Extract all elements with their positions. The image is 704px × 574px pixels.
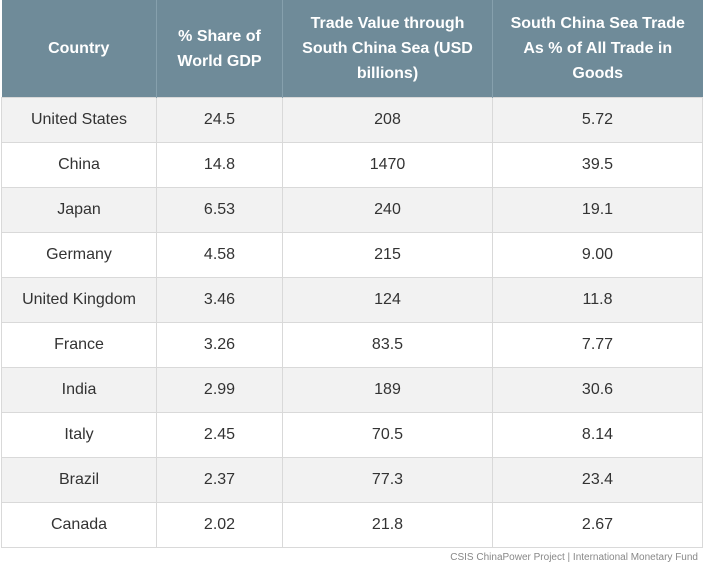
cell-trade-percent: 5.72 [492, 97, 703, 143]
cell-trade-percent: 2.67 [492, 502, 703, 548]
header-country: Country [1, 0, 157, 98]
cell-trade-percent: 39.5 [492, 142, 703, 188]
cell-trade-percent: 8.14 [492, 412, 703, 458]
table-row: Japan 6.53 240 19.1 [1, 187, 703, 233]
cell-trade-value: 1470 [282, 142, 493, 188]
cell-trade-value: 240 [282, 187, 493, 233]
table-row: India 2.99 189 30.6 [1, 367, 703, 413]
cell-trade-percent: 30.6 [492, 367, 703, 413]
table-row: Canada 2.02 21.8 2.67 [1, 502, 703, 548]
cell-country: China [1, 142, 157, 188]
cell-trade-value: 189 [282, 367, 493, 413]
cell-gdp-share: 2.45 [156, 412, 283, 458]
cell-country: France [1, 322, 157, 368]
cell-trade-percent: 7.77 [492, 322, 703, 368]
cell-gdp-share: 2.37 [156, 457, 283, 503]
cell-country: Brazil [1, 457, 157, 503]
header-gdp-share: % Share of World GDP [156, 0, 283, 98]
cell-trade-value: 83.5 [282, 322, 493, 368]
cell-country: Germany [1, 232, 157, 278]
cell-country: United States [1, 97, 157, 143]
cell-trade-value: 124 [282, 277, 493, 323]
table-row: Italy 2.45 70.5 8.14 [1, 412, 703, 458]
header-trade-value: Trade Value through South China Sea (USD… [282, 0, 493, 98]
cell-trade-percent: 9.00 [492, 232, 703, 278]
cell-country: Italy [1, 412, 157, 458]
cell-trade-percent: 23.4 [492, 457, 703, 503]
cell-gdp-share: 3.26 [156, 322, 283, 368]
cell-country: Canada [1, 502, 157, 548]
trade-table-container: Country % Share of World GDP Trade Value… [1, 0, 703, 548]
cell-trade-value: 208 [282, 97, 493, 143]
table-row: United Kingdom 3.46 124 11.8 [1, 277, 703, 323]
cell-gdp-share: 6.53 [156, 187, 283, 233]
table-header: Country % Share of World GDP Trade Value… [1, 0, 703, 98]
cell-country: India [1, 367, 157, 413]
cell-gdp-share: 14.8 [156, 142, 283, 188]
header-trade-percent: South China Sea Trade As % of All Trade … [492, 0, 703, 98]
cell-trade-value: 215 [282, 232, 493, 278]
cell-gdp-share: 2.02 [156, 502, 283, 548]
trade-table: Country % Share of World GDP Trade Value… [1, 0, 703, 548]
header-row: Country % Share of World GDP Trade Value… [1, 0, 703, 98]
table-row: United States 24.5 208 5.72 [1, 97, 703, 143]
cell-trade-value: 77.3 [282, 457, 493, 503]
cell-trade-value: 21.8 [282, 502, 493, 548]
source-caption: CSIS ChinaPower Project | International … [450, 552, 698, 563]
cell-gdp-share: 2.99 [156, 367, 283, 413]
table-row: China 14.8 1470 39.5 [1, 142, 703, 188]
table-row: Brazil 2.37 77.3 23.4 [1, 457, 703, 503]
cell-trade-percent: 19.1 [492, 187, 703, 233]
table-body: United States 24.5 208 5.72 China 14.8 1470 39.… [1, 97, 703, 548]
table-row: Germany 4.58 215 9.00 [1, 232, 703, 278]
cell-gdp-share: 4.58 [156, 232, 283, 278]
cell-country: Japan [1, 187, 157, 233]
cell-country: United Kingdom [1, 277, 157, 323]
cell-trade-value: 70.5 [282, 412, 493, 458]
cell-gdp-share: 3.46 [156, 277, 283, 323]
table-row: France 3.26 83.5 7.77 [1, 322, 703, 368]
cell-gdp-share: 24.5 [156, 97, 283, 143]
cell-trade-percent: 11.8 [492, 277, 703, 323]
